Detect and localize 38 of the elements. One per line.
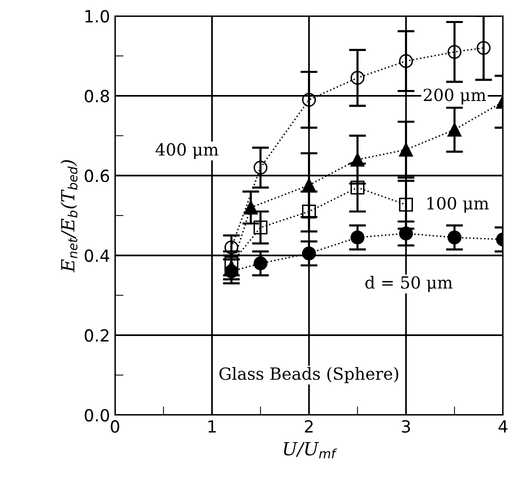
point [350,180,364,195]
point [302,92,316,107]
point [399,198,413,212]
x-tick-label: 3 [402,420,410,433]
y-axis-title: E$_{net}$/E$_{b}$(T$_{bed}$) [60,160,78,272]
annotation: Glass Beads (Sphere) [219,367,398,384]
y-tick-label: 0.6 [84,170,110,182]
x-tick-label: 2 [304,420,313,433]
x-axis-title: U/U$_{mf}$ [284,442,338,458]
y-tick-label: 0.0 [84,408,110,422]
point [399,54,413,68]
point [254,160,268,175]
point [350,230,364,244]
point [302,178,316,192]
y-tick-label: 0.2 [84,329,108,342]
x-tick-label: 0 [110,420,120,433]
x-tick-label: 4 [498,420,508,433]
point [448,122,462,137]
point [254,220,268,234]
series-label: 200 μm [424,88,486,104]
point [399,226,413,240]
point [350,70,364,85]
point [448,230,462,244]
series-label: d = 50 μm [365,276,452,292]
y-tick-label: 0.4 [84,249,110,262]
x-tick-label: 1 [208,420,216,433]
point [302,204,316,218]
series-label: 100 μm [427,196,489,213]
point [350,152,364,167]
point [302,246,316,260]
point [476,40,491,55]
y-tick-label: 1.0 [85,10,110,23]
point [254,256,268,270]
text: 400 μm [156,143,218,160]
point [399,142,413,157]
y-tick-label: 0.8 [84,90,109,102]
point [244,200,258,214]
point [448,44,462,59]
